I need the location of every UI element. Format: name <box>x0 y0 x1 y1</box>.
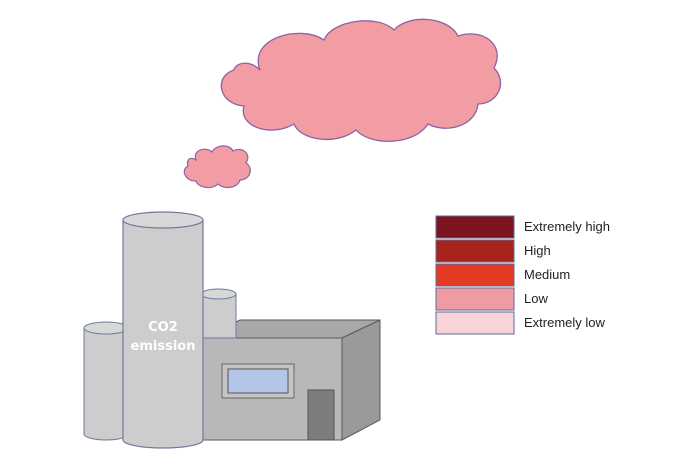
left-cylinder <box>83 321 129 441</box>
legend-label: Extremely high <box>524 219 610 234</box>
legend-swatch <box>435 215 515 239</box>
large-cloud-icon <box>220 18 502 142</box>
legend-label: High <box>524 243 551 258</box>
factory-building-icon <box>201 319 381 441</box>
legend-label: Medium <box>524 267 570 282</box>
emission-legend: Extremely high High Medium Low Extremely low <box>435 215 610 335</box>
legend-swatch <box>435 287 515 311</box>
legend-swatch <box>435 263 515 287</box>
legend-label: Extremely low <box>524 315 606 330</box>
building-side <box>341 319 381 441</box>
door <box>307 389 335 441</box>
small-chimney <box>200 288 237 339</box>
emission-stack: CO2 emission <box>122 211 204 449</box>
legend-swatch <box>435 239 515 263</box>
legend-swatch <box>435 311 515 335</box>
stack-label-co2: CO2 <box>148 320 178 335</box>
small-cloud-icon <box>183 145 251 189</box>
window <box>227 368 289 394</box>
stack-label-emission: emission <box>131 339 196 354</box>
legend-label: Low <box>524 291 548 306</box>
